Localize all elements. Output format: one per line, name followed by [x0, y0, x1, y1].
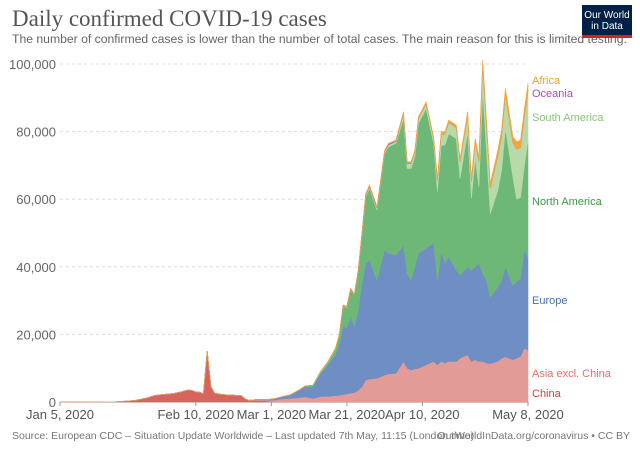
y-tick-label: 20,000 [16, 327, 56, 342]
logo-line-1: Our World [584, 10, 630, 21]
label-asia-excl-china: Asia excl. China [532, 368, 612, 380]
y-tick-label: 0 [49, 395, 56, 410]
label-europe: Europe [532, 295, 567, 307]
y-tick-label: 100,000 [9, 57, 56, 72]
area-layers [59, 59, 529, 403]
label-oceania: Oceania [532, 88, 574, 100]
label-africa: Africa [532, 75, 561, 87]
owid-logo[interactable]: Our World in Data [582, 5, 632, 38]
y-axis: 0 20,000 40,000 60,000 80,000 100,000 [9, 57, 56, 410]
series-labels: China Asia excl. China Europe North America… [532, 75, 612, 400]
x-tick-label: Jan 5, 2020 [26, 407, 94, 422]
credit-link[interactable]: OurWorldInData.org/coronavirus • CC BY [437, 430, 630, 442]
x-axis: Jan 5, 2020 Feb 10, 2020 Mar 1, 2020 Mar 21… [26, 402, 564, 422]
source-note: Source: European CDC – Situation Update … [12, 430, 475, 442]
y-tick-label: 60,000 [16, 192, 56, 207]
x-tick-label: Apr 10, 2020 [385, 407, 459, 422]
chart-title: Daily confirmed COVID-19 cases [12, 6, 327, 31]
y-tick-label: 80,000 [16, 125, 56, 140]
x-tick-label: Mar 1, 2020 [237, 407, 306, 422]
logo-line-2: in Data [591, 21, 623, 32]
x-tick-label: Feb 10, 2020 [158, 407, 235, 422]
chart-subtitle: The number of confirmed cases is lower t… [12, 32, 627, 46]
y-tick-label: 40,000 [16, 260, 56, 275]
area-africa [59, 59, 529, 403]
label-south-america: South America [532, 112, 604, 124]
label-north-america: North America [532, 196, 603, 208]
label-china: China [532, 388, 562, 400]
x-tick-label: May 8, 2020 [492, 407, 564, 422]
x-tick-label: Mar 21, 2020 [309, 407, 386, 422]
